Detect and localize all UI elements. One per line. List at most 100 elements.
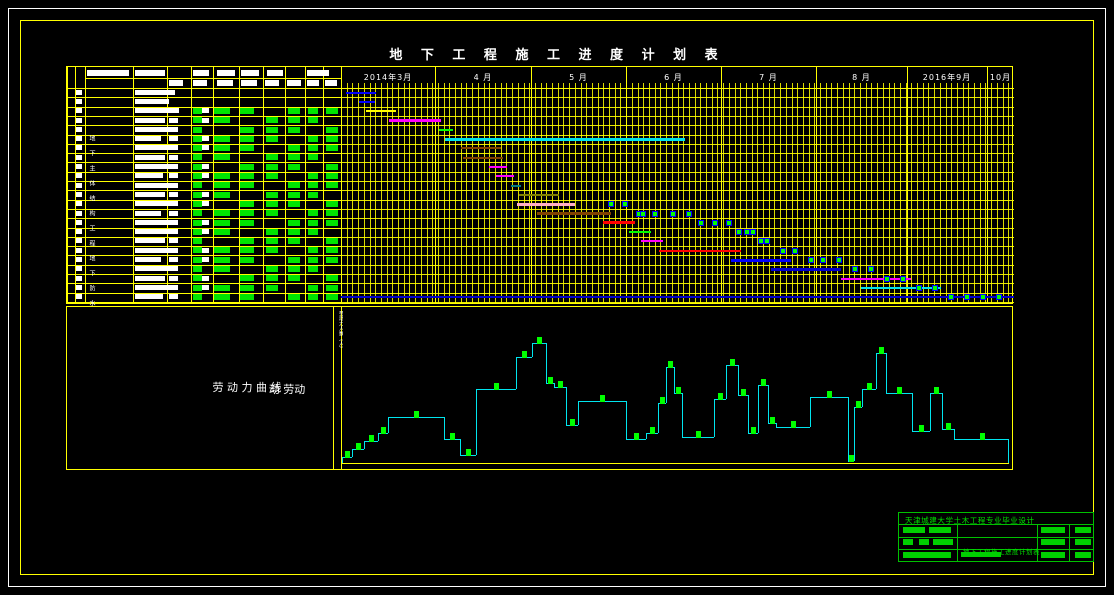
histogram-step-riser-3 bbox=[378, 433, 379, 441]
histogram-step-riser-19 bbox=[682, 393, 683, 437]
table-green-cell-17-1 bbox=[240, 247, 254, 254]
gantt-node-7 bbox=[698, 219, 704, 226]
timeline-month-sep-2 bbox=[531, 67, 532, 303]
table-header2-cell-4 bbox=[265, 80, 279, 86]
gantt-row-line-9 bbox=[341, 171, 1014, 173]
histogram-step-riser-27 bbox=[810, 397, 811, 427]
gantt-row-line-21 bbox=[341, 283, 1014, 285]
table-cell-unit-6 bbox=[169, 145, 178, 151]
table-green-cell-4-5 bbox=[326, 126, 338, 133]
table-row-name-19 bbox=[135, 266, 169, 272]
table-row-index-20 bbox=[76, 275, 82, 281]
timeline-day-tick-12 bbox=[409, 83, 411, 303]
histogram-step-riser-32 bbox=[886, 353, 887, 393]
table-green-cell-22-5 bbox=[326, 293, 338, 300]
gantt-row-line-6 bbox=[341, 143, 1014, 145]
gantt-bar-8 bbox=[489, 166, 507, 169]
title-block-drawing-name: 地下工程施工进度计划表 bbox=[963, 548, 1040, 556]
gantt-node-24 bbox=[916, 284, 922, 291]
timeline-day-tick-10 bbox=[398, 83, 400, 303]
gantt-row-line-23 bbox=[341, 301, 1014, 303]
histogram-marker-23 bbox=[751, 427, 756, 434]
table-green-qty-4 bbox=[193, 126, 202, 133]
timeline-day-tick-56 bbox=[660, 83, 662, 303]
table-green-cell-21-4 bbox=[308, 284, 318, 291]
gantt-bar-14 bbox=[603, 221, 635, 225]
table-group-label-1: 地 下 主 体 结 构 工 程 bbox=[88, 134, 95, 247]
table-green-cell-3-0 bbox=[214, 117, 230, 124]
table-green-qty-18 bbox=[193, 256, 202, 263]
histogram-marker-14 bbox=[634, 433, 639, 440]
gantt-bar-15 bbox=[629, 231, 651, 234]
gantt-bar-0 bbox=[346, 91, 376, 94]
timeline-day-tick-74 bbox=[763, 83, 765, 303]
timeline-day-tick-81 bbox=[802, 83, 804, 303]
gantt-row-line-7 bbox=[341, 153, 1014, 155]
gantt-chart-area: 2014年3月 4 月 5 月 6 月 7 月 8 月 2016年9月 10月 bbox=[341, 67, 1014, 303]
gantt-node-16 bbox=[792, 247, 798, 254]
table-green-cell-22-1 bbox=[240, 293, 254, 300]
histogram-marker-13 bbox=[600, 395, 605, 402]
timeline-day-tick-59 bbox=[677, 83, 679, 303]
table-row-line-9 bbox=[67, 171, 341, 173]
table-green-cell-21-0 bbox=[214, 284, 230, 291]
table-row-line-1 bbox=[67, 97, 341, 99]
timeline-day-tick-80 bbox=[797, 83, 799, 303]
timeline-day-tick-71 bbox=[745, 83, 747, 303]
table-row-name-9 bbox=[135, 173, 163, 179]
table-green-cell-12-1 bbox=[240, 200, 254, 207]
table-column-line-10 bbox=[305, 67, 306, 303]
timeline-day-tick-41 bbox=[574, 83, 576, 303]
table-green-cell-15-0 bbox=[214, 228, 230, 235]
title-block-field-10 bbox=[1041, 552, 1065, 558]
histogram-marker-2 bbox=[369, 435, 374, 442]
timeline-day-tick-83 bbox=[814, 83, 816, 303]
title-block-field-4 bbox=[919, 539, 929, 545]
title-block-divider-1 bbox=[899, 524, 1093, 525]
table-row-index-15 bbox=[76, 229, 82, 235]
drawing-title: 地 下 工 程 施 工 进 度 计 划 表 bbox=[389, 48, 725, 63]
table-header1-cell-6 bbox=[307, 70, 329, 76]
title-block: 天津城建大学土木工程专业毕业设计 地下工程施工进度计划表 bbox=[898, 512, 1094, 562]
table-cell-unit-13 bbox=[169, 210, 178, 216]
timeline-day-tick-26 bbox=[489, 83, 491, 303]
table-cell-unit-8 bbox=[169, 164, 178, 169]
timeline-day-tick-93 bbox=[871, 83, 873, 303]
histogram-step-riser-end bbox=[1008, 439, 1009, 463]
timeline-day-tick-51 bbox=[631, 83, 633, 303]
gantt-node-29 bbox=[996, 294, 1002, 301]
table-green-cell-17-2 bbox=[266, 247, 278, 254]
histogram-marker-36 bbox=[979, 433, 985, 440]
table-green-qty-17 bbox=[193, 247, 202, 254]
histogram-marker-27 bbox=[827, 391, 832, 398]
timeline-day-tick-67 bbox=[723, 83, 725, 303]
table-green-cell-5-2 bbox=[266, 135, 278, 142]
table-cell-unit-4 bbox=[169, 126, 178, 132]
table-row-name-16 bbox=[135, 238, 165, 244]
timeline-day-tick-88 bbox=[842, 83, 844, 303]
title-block-field-9 bbox=[1041, 539, 1065, 545]
gantt-row-line-3 bbox=[341, 115, 1014, 117]
title-block-divider-2 bbox=[899, 537, 1093, 538]
timeline-day-tick-3 bbox=[358, 83, 360, 303]
table-row-name-11 bbox=[135, 191, 165, 197]
timeline-day-tick-17 bbox=[437, 83, 439, 303]
histogram-step-riser-0 bbox=[342, 457, 343, 463]
gantt-node-17 bbox=[808, 257, 814, 264]
timeline-day-tick-57 bbox=[666, 83, 668, 303]
histogram-axis-line bbox=[341, 307, 342, 469]
timeline-month-sep-1 bbox=[435, 67, 436, 303]
table-row-name-2 bbox=[135, 108, 179, 114]
table-row-line-16 bbox=[67, 236, 341, 238]
table-row-name-14 bbox=[135, 219, 175, 225]
table-green-qty-19 bbox=[193, 266, 202, 272]
drawing-outer-border bbox=[8, 8, 1106, 587]
histogram-marker-34 bbox=[934, 387, 939, 394]
gantt-node-21 bbox=[868, 266, 874, 273]
table-green-cell-3-3 bbox=[288, 117, 300, 124]
timeline-day-tick-13 bbox=[415, 83, 417, 303]
table-row-index-13 bbox=[76, 210, 82, 216]
gantt-bar-12 bbox=[517, 202, 575, 206]
gantt-node-9 bbox=[726, 219, 732, 226]
timeline-day-tick-20 bbox=[455, 83, 457, 303]
